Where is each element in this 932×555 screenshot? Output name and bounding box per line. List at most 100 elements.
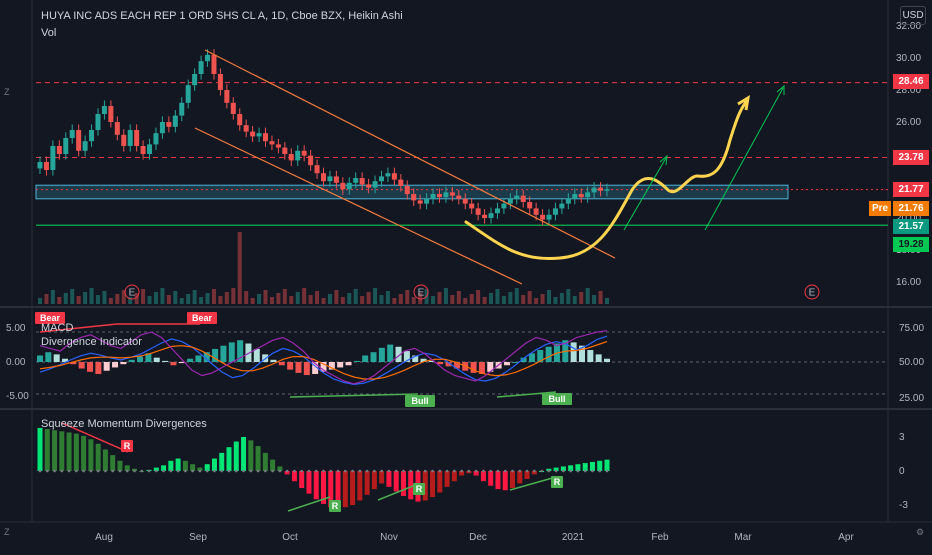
squeeze-bar — [510, 471, 515, 488]
candle-body — [321, 173, 326, 182]
volume-bar — [263, 290, 268, 304]
squeeze-bar — [219, 452, 225, 471]
squeeze-dot — [365, 469, 369, 473]
candle-body — [56, 146, 62, 154]
squeeze-dot — [460, 469, 463, 473]
volume-bar — [244, 291, 249, 304]
squeeze-dot — [540, 469, 543, 473]
volume-bar — [385, 291, 390, 304]
macd-line — [39, 335, 608, 386]
squeeze-dot — [118, 469, 122, 473]
volume-bar — [592, 295, 597, 304]
price-tag-21-76: 21.76 — [893, 201, 929, 216]
candle-body — [475, 208, 481, 215]
candle-body — [514, 195, 520, 199]
squeeze-dot — [482, 469, 485, 473]
volume-bar — [598, 291, 603, 304]
candle-body — [540, 214, 546, 220]
macd-histogram-bar — [295, 362, 302, 373]
squeeze-dot — [220, 469, 224, 473]
squeeze-dot — [256, 469, 260, 473]
candle-body — [404, 186, 410, 194]
volume-bar — [340, 297, 345, 304]
squeeze-r-badge — [121, 440, 133, 452]
candle-body — [82, 141, 88, 151]
squeeze-bar — [306, 471, 312, 494]
candle-body — [295, 150, 301, 161]
squeeze-bar — [161, 465, 167, 471]
squeeze-dot — [358, 469, 362, 473]
candle-body — [417, 200, 423, 204]
candle-body — [327, 176, 333, 182]
volume-bar — [282, 289, 287, 304]
z-icon-bottom[interactable]: Z — [4, 527, 10, 537]
macd-histogram-bar — [328, 362, 335, 370]
squeeze-bar — [241, 437, 247, 471]
candle-body — [456, 195, 462, 199]
squeeze-bar — [560, 466, 566, 471]
x-tick-label: Oct — [282, 532, 298, 543]
macd-histogram-bar — [253, 348, 260, 362]
squeeze-r-badge — [413, 483, 425, 495]
candle-body — [411, 194, 417, 201]
squeeze-bar — [291, 471, 297, 482]
volume-bar — [218, 296, 223, 304]
squeeze-dot — [169, 469, 173, 473]
squeeze-bar — [124, 465, 130, 471]
candle-body — [185, 85, 191, 103]
squeeze-dot — [583, 469, 587, 473]
candle-body — [578, 194, 584, 198]
squeeze-bar — [582, 463, 588, 471]
candle-body — [172, 115, 178, 127]
squeeze-dot — [155, 469, 158, 473]
macd-histogram-bar — [595, 354, 602, 362]
x-tick-label: Apr — [838, 532, 854, 543]
squeeze-bar — [277, 466, 283, 471]
volume-bar — [579, 292, 584, 304]
squeeze-dot — [336, 469, 340, 473]
candle-body — [507, 198, 513, 204]
currency-button[interactable]: USD — [900, 6, 926, 25]
squeeze-bar — [480, 471, 486, 482]
volume-bar — [257, 294, 262, 304]
squeeze-dot — [198, 469, 202, 473]
volume-bar — [373, 288, 378, 304]
squeeze-r-badge — [551, 476, 563, 488]
volume-bar — [128, 297, 133, 304]
macd-histogram-bar — [578, 345, 585, 362]
squeeze-dot — [133, 469, 136, 473]
candle-body — [179, 102, 185, 116]
volume-bar — [405, 290, 410, 304]
x-tick-label: Dec — [469, 532, 487, 543]
volume-bar — [321, 298, 326, 304]
candle-body — [250, 131, 256, 137]
volume-bar — [70, 289, 75, 304]
squeeze-dot — [591, 469, 594, 473]
volume-bar — [295, 292, 300, 304]
squeeze-bar — [430, 471, 436, 498]
squeeze-dot — [533, 469, 536, 473]
volume-bar — [289, 296, 294, 304]
squeeze-bar — [502, 471, 508, 491]
z-icon[interactable]: Z — [4, 87, 10, 97]
squeeze-dot — [598, 469, 602, 473]
candle-body — [559, 203, 565, 209]
x-tick-label: Feb — [651, 532, 669, 543]
squeeze-bar — [553, 467, 559, 471]
macd-histogram-bar — [145, 353, 152, 362]
volume-label: Vol — [41, 27, 57, 39]
squeeze-bar — [408, 471, 414, 500]
squeeze-divergence-line — [509, 476, 557, 491]
settings-icon[interactable]: ⚙ — [916, 527, 925, 537]
macd-histogram-bar — [478, 362, 485, 374]
squeeze-bar — [350, 471, 356, 505]
volume-bar — [456, 291, 461, 304]
macd-histogram-bar — [220, 345, 227, 362]
squeeze-bar — [44, 429, 50, 471]
volume-bar — [173, 291, 178, 304]
bull-badge-text: Bull — [412, 396, 429, 406]
macd-histogram-bar — [278, 362, 285, 366]
squeeze-dot — [329, 469, 333, 473]
